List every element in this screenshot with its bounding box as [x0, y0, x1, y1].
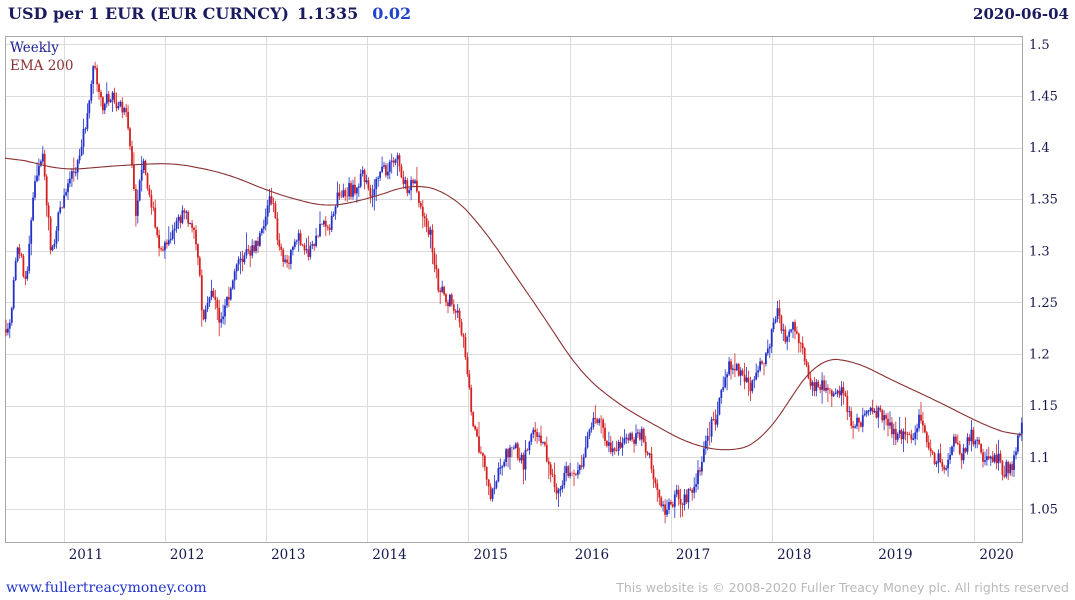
x-axis-label: 2016 — [575, 547, 609, 563]
up-candle-bodies — [7, 66, 1023, 515]
y-axis-label: 1.45 — [1029, 89, 1058, 104]
price-change: 0.02 — [372, 4, 412, 23]
x-axis-label: 2012 — [170, 547, 204, 563]
y-axis-label: 1.1 — [1029, 451, 1050, 466]
chart-title: USD per 1 EUR (EUR CURNCY) — [8, 4, 289, 23]
x-axis-label: 2020 — [979, 547, 1013, 563]
x-axis-label: 2015 — [474, 547, 508, 563]
title-block: USD per 1 EUR (EUR CURNCY) 1.1335 0.02 — [8, 4, 411, 23]
y-axis-label: 1.35 — [1029, 193, 1058, 208]
grid-lines — [5, 36, 1022, 542]
down-candle-wicks — [5, 61, 1013, 524]
up-candle-wicks — [7, 65, 1023, 518]
x-axis-label: 2013 — [271, 547, 305, 563]
chart-date: 2020-06-04 — [973, 5, 1069, 23]
chart-legend: Weekly EMA 200 — [10, 39, 74, 75]
last-price: 1.1335 — [296, 4, 359, 23]
copyright-text: This website is © 2008-2020 Fuller Treac… — [616, 580, 1069, 595]
site-link[interactable]: www.fullertreacymoney.com — [6, 580, 207, 596]
timeframe-label: Weekly — [10, 40, 59, 56]
y-axis-label: 1.25 — [1029, 296, 1058, 311]
y-axis-label: 1.3 — [1029, 244, 1050, 259]
x-axis-label: 2017 — [676, 547, 710, 563]
ema-line — [4, 157, 1023, 451]
y-axis-label: 1.4 — [1029, 141, 1050, 156]
y-axis-label: 1.5 — [1029, 38, 1050, 53]
y-axis-label: 1.2 — [1029, 348, 1050, 363]
ema-legend-label: EMA 200 — [10, 58, 74, 74]
x-axis-label: 2019 — [878, 547, 912, 563]
chart-header: USD per 1 EUR (EUR CURNCY) 1.1335 0.02 202… — [8, 4, 1069, 23]
y-axis-label: 1.05 — [1029, 503, 1058, 518]
x-axis-label: 2011 — [69, 547, 103, 563]
y-axis-label: 1.15 — [1029, 399, 1058, 414]
x-axis-label: 2014 — [372, 547, 406, 563]
page-footer: www.fullertreacymoney.com This website i… — [6, 580, 1069, 596]
x-axis-label: 2018 — [777, 547, 811, 563]
down-candle-bodies — [5, 66, 1013, 515]
plot-border — [5, 36, 1023, 543]
